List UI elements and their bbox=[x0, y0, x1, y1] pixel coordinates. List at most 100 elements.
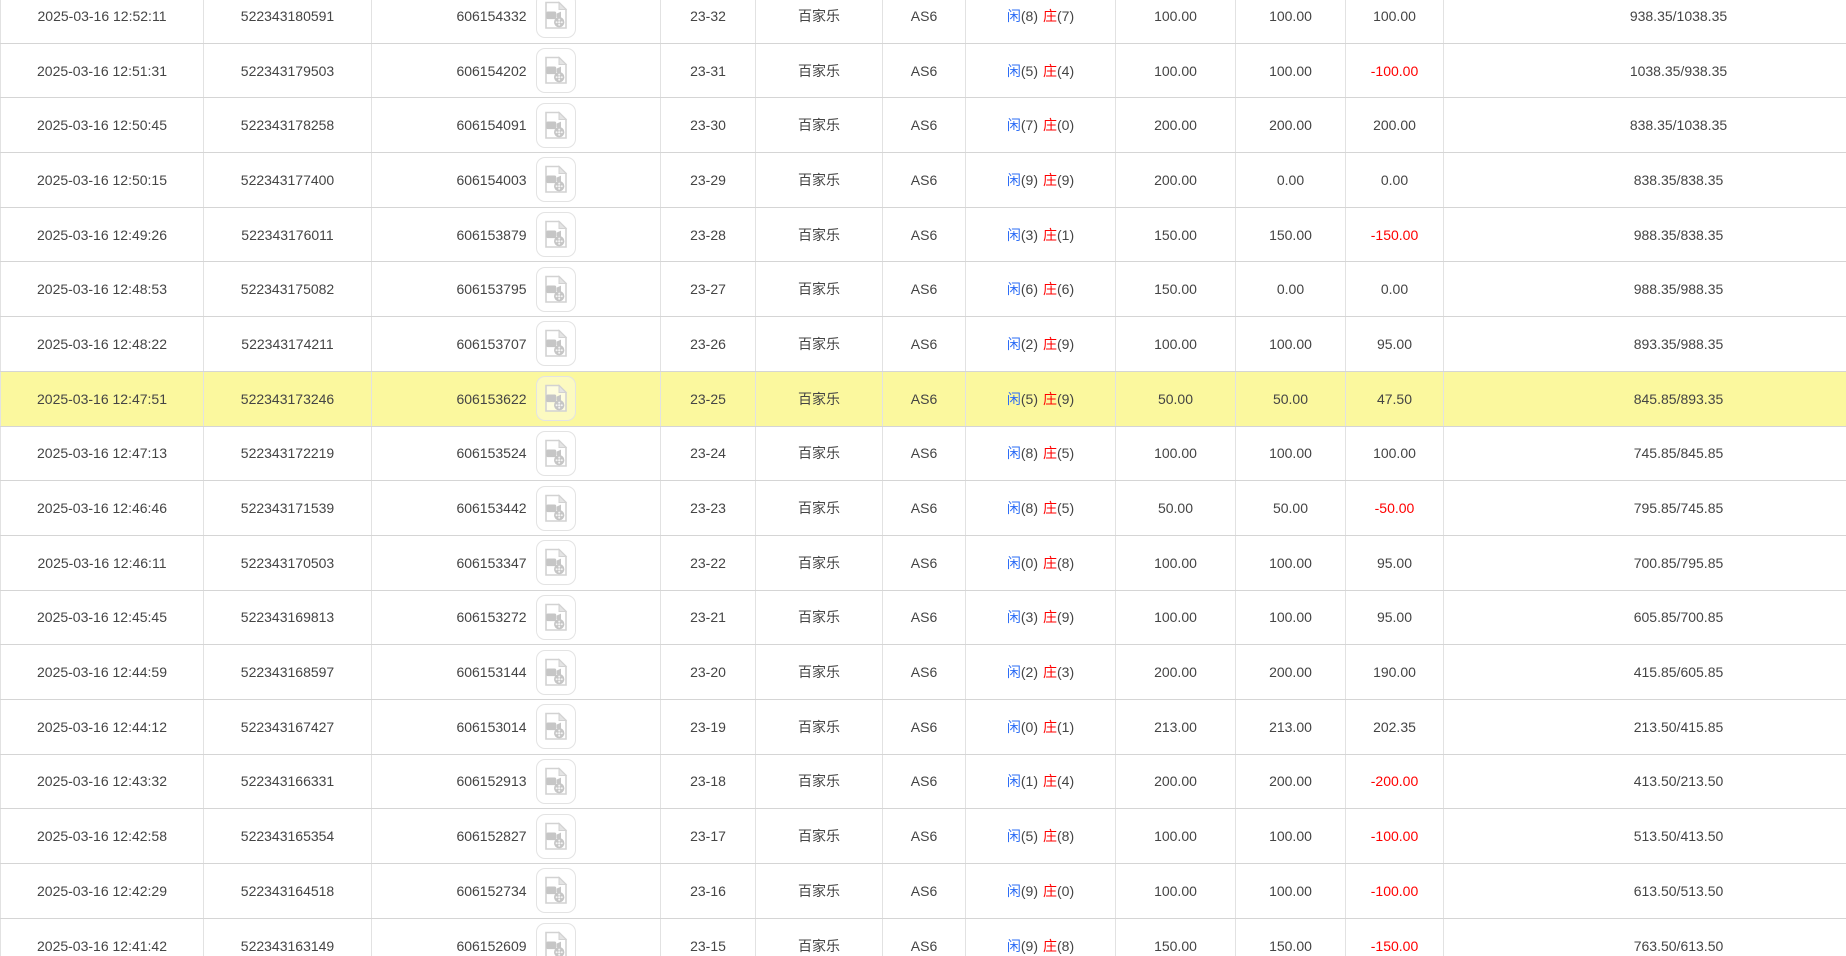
bet-time-cell: 2025-03-16 12:47:51 bbox=[0, 370, 204, 427]
table-row[interactable]: 2025-03-16 12:50:15 522343177400 6061540… bbox=[0, 152, 1846, 208]
video-replay-button[interactable] bbox=[535, 813, 576, 859]
bet-amount-cell: 150.00 bbox=[1115, 206, 1236, 263]
banker-points: (5) bbox=[1057, 500, 1075, 517]
video-replay-button[interactable] bbox=[535, 540, 576, 586]
game-result-cell: 闲(8) 庄(5) bbox=[965, 425, 1116, 482]
table-row[interactable]: 2025-03-16 12:47:13 522343172219 6061535… bbox=[0, 425, 1846, 482]
banker-points: (8) bbox=[1057, 937, 1075, 954]
bet-time-cell: 2025-03-16 12:51:31 bbox=[0, 42, 204, 99]
bet-number-cell: 522343179503 bbox=[203, 42, 372, 99]
bet-number-cell: 522343167427 bbox=[203, 698, 372, 755]
balance-cell: 415.85/605.85 bbox=[1443, 644, 1846, 700]
game-number-cell: 606154003 bbox=[371, 152, 661, 208]
table-row[interactable]: 2025-03-16 12:46:11 522343170503 6061533… bbox=[0, 534, 1846, 591]
table-row[interactable]: 2025-03-16 12:42:58 522343165354 6061528… bbox=[0, 808, 1846, 864]
player-points: (0) bbox=[1020, 718, 1038, 735]
game-number-group: 606153014 bbox=[456, 704, 576, 750]
game-number-cell: 606153524 bbox=[371, 425, 661, 482]
banker-points: (8) bbox=[1057, 828, 1075, 845]
game-number-cell: 606154091 bbox=[371, 97, 661, 154]
table-row[interactable]: 2025-03-16 12:45:45 522343169813 6061532… bbox=[0, 589, 1846, 646]
game-number-group: 606153144 bbox=[456, 649, 576, 695]
video-replay-button[interactable] bbox=[535, 212, 576, 258]
video-replay-button[interactable] bbox=[535, 102, 576, 148]
valid-bet-cell: 100.00 bbox=[1235, 42, 1346, 99]
video-replay-button[interactable] bbox=[535, 157, 576, 203]
win-loss-cell: -100.00 bbox=[1345, 808, 1444, 864]
table-row[interactable]: 2025-03-16 12:44:59 522343168597 6061531… bbox=[0, 644, 1846, 700]
player-points: (1) bbox=[1020, 773, 1038, 790]
video-replay-icon bbox=[545, 56, 568, 84]
game-number-group: 606154091 bbox=[456, 102, 576, 148]
player-points: (9) bbox=[1020, 171, 1038, 188]
player-label: 闲 bbox=[1006, 335, 1021, 352]
video-replay-button[interactable] bbox=[535, 923, 576, 956]
bet-amount-cell: 50.00 bbox=[1115, 370, 1236, 427]
table-name-cell: AS6 bbox=[882, 206, 966, 263]
video-replay-button[interactable] bbox=[535, 0, 576, 39]
video-replay-icon bbox=[545, 220, 568, 248]
table-row[interactable]: 2025-03-16 12:43:32 522343166331 6061529… bbox=[0, 753, 1846, 810]
valid-bet-cell: 200.00 bbox=[1235, 753, 1346, 810]
game-result-cell: 闲(7) 庄(0) bbox=[965, 97, 1116, 154]
bet-amount-cell: 100.00 bbox=[1115, 808, 1236, 864]
game-number: 606152734 bbox=[456, 882, 527, 899]
video-replay-button[interactable] bbox=[535, 321, 576, 367]
game-number: 606154003 bbox=[456, 171, 527, 188]
table-row[interactable]: 2025-03-16 12:47:51 522343173246 6061536… bbox=[0, 370, 1846, 427]
game-type-cell: 百家乐 bbox=[755, 808, 883, 864]
round-number-cell: 23-24 bbox=[660, 425, 756, 482]
game-number-group: 606152913 bbox=[456, 758, 576, 804]
video-replay-button[interactable] bbox=[535, 430, 576, 476]
balance-cell: 988.35/988.35 bbox=[1443, 261, 1846, 318]
table-row[interactable]: 2025-03-16 12:44:12 522343167427 6061530… bbox=[0, 698, 1846, 755]
video-replay-button[interactable] bbox=[535, 266, 576, 312]
bet-time-cell: 2025-03-16 12:43:32 bbox=[0, 753, 204, 810]
banker-label: 庄 bbox=[1043, 7, 1057, 24]
video-replay-button[interactable] bbox=[535, 594, 576, 640]
balance-cell: 1038.35/938.35 bbox=[1443, 42, 1846, 99]
table-row[interactable]: 2025-03-16 12:48:53 522343175082 6061537… bbox=[0, 261, 1846, 318]
win-loss-cell: 190.00 bbox=[1345, 644, 1444, 700]
table-row[interactable]: 2025-03-16 12:51:31 522343179503 6061542… bbox=[0, 42, 1846, 99]
video-replay-button[interactable] bbox=[535, 376, 576, 422]
table-row[interactable]: 2025-03-16 12:41:42 522343163149 6061526… bbox=[0, 917, 1846, 956]
table-row[interactable]: 2025-03-16 12:46:46 522343171539 6061534… bbox=[0, 480, 1846, 536]
table-name-cell: AS6 bbox=[882, 425, 966, 482]
video-replay-icon bbox=[545, 111, 568, 139]
table-row[interactable]: 2025-03-16 12:52:11 522343180591 6061543… bbox=[0, 0, 1846, 44]
player-label: 闲 bbox=[1006, 226, 1021, 243]
bet-number-cell: 522343176011 bbox=[203, 206, 372, 263]
player-label: 闲 bbox=[1006, 171, 1021, 188]
game-type-cell: 百家乐 bbox=[755, 206, 883, 263]
banker-points: (3) bbox=[1057, 664, 1075, 681]
game-result-cell: 闲(5) 庄(9) bbox=[965, 370, 1116, 427]
valid-bet-cell: 200.00 bbox=[1235, 644, 1346, 700]
video-replay-button[interactable] bbox=[535, 868, 576, 914]
table-row[interactable]: 2025-03-16 12:48:22 522343174211 6061537… bbox=[0, 316, 1846, 372]
bet-number-cell: 522343164518 bbox=[203, 863, 372, 919]
bet-number-cell: 522343166331 bbox=[203, 753, 372, 810]
video-replay-button[interactable] bbox=[535, 758, 576, 804]
video-replay-button[interactable] bbox=[535, 485, 576, 531]
video-replay-button[interactable] bbox=[535, 649, 576, 695]
banker-points: (1) bbox=[1057, 718, 1075, 735]
valid-bet-cell: 200.00 bbox=[1235, 97, 1346, 154]
table-row[interactable]: 2025-03-16 12:49:26 522343176011 6061538… bbox=[0, 206, 1846, 263]
game-number-cell: 606153879 bbox=[371, 206, 661, 263]
banker-label: 庄 bbox=[1043, 828, 1057, 845]
video-replay-button[interactable] bbox=[535, 48, 576, 94]
banker-label: 庄 bbox=[1043, 882, 1057, 899]
valid-bet-cell: 100.00 bbox=[1235, 316, 1346, 372]
game-number: 606153707 bbox=[456, 335, 527, 352]
game-number: 606152609 bbox=[456, 937, 527, 954]
table-name-cell: AS6 bbox=[882, 261, 966, 318]
table-row[interactable]: 2025-03-16 12:50:45 522343178258 6061540… bbox=[0, 97, 1846, 154]
bet-number-cell: 522343163149 bbox=[203, 917, 372, 956]
player-label: 闲 bbox=[1006, 62, 1021, 79]
video-replay-button[interactable] bbox=[535, 704, 576, 750]
bet-number-cell: 522343175082 bbox=[203, 261, 372, 318]
game-number-cell: 606154202 bbox=[371, 42, 661, 99]
table-row[interactable]: 2025-03-16 12:42:29 522343164518 6061527… bbox=[0, 863, 1846, 919]
balance-cell: 413.50/213.50 bbox=[1443, 753, 1846, 810]
